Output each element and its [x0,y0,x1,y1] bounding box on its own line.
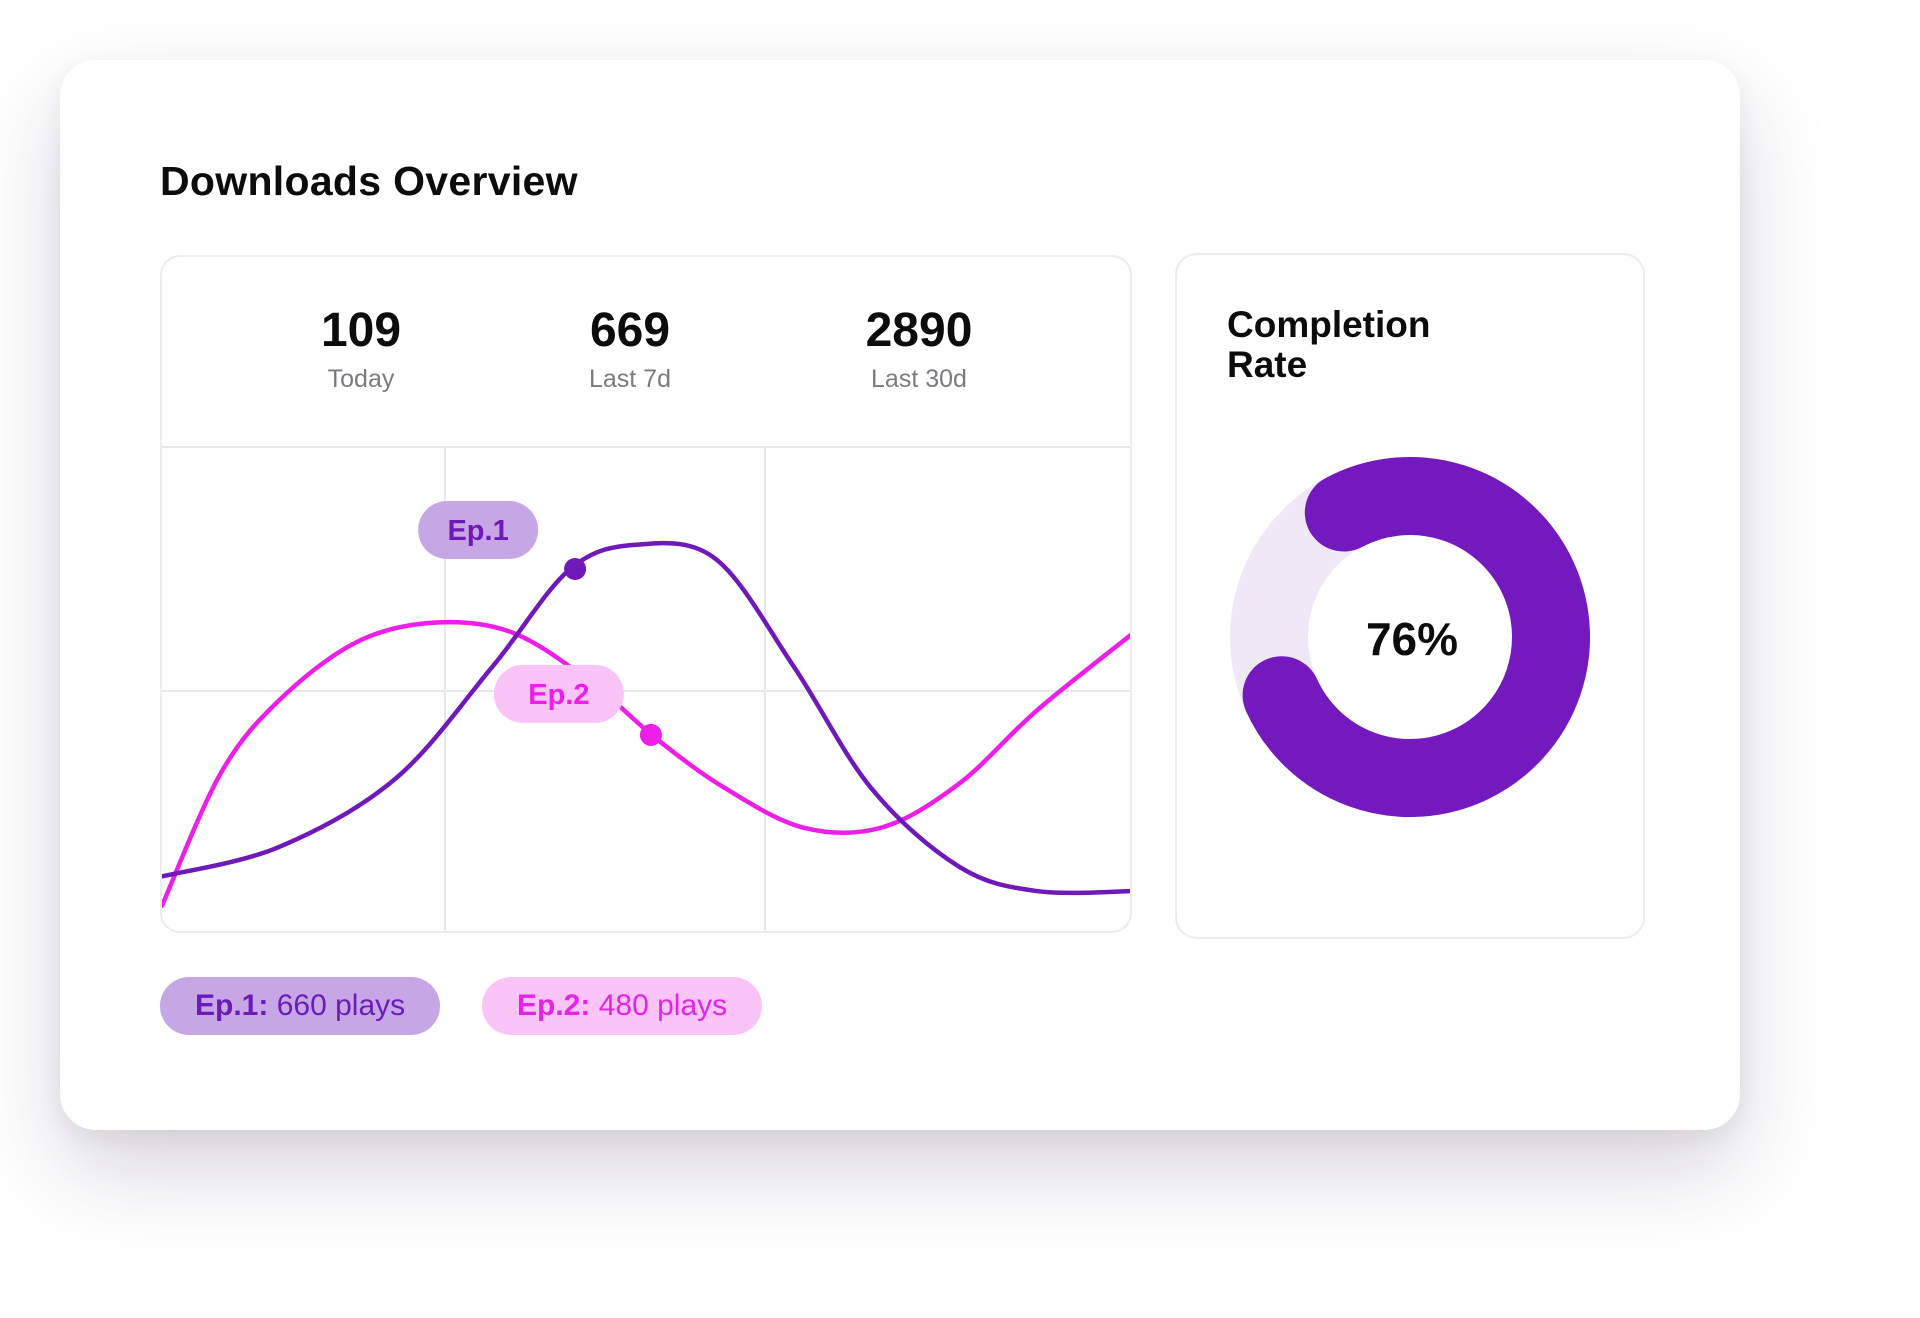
legend-ep1-name: Ep.1: [195,989,269,1022]
stat-today: 109 Today [251,307,471,394]
callout-ep2-label: Ep.2 [528,679,589,711]
legend-ep1-value: 660 plays [276,989,406,1022]
stat-last-30d-value: 2890 [865,304,973,357]
marker-ep2 [639,723,662,746]
series-line-ep1 [162,540,1130,896]
completion-title-line2: Rate [1227,344,1308,385]
marker-ep1 [564,558,587,580]
downloads-chart-panel: 109 Today 669 Last 7d 2890 Last 30d Ep.1… [160,255,1132,933]
callout-ep1-bg [418,501,539,559]
legend-ep1-pill: Ep.1: 660 plays [160,977,441,1035]
stat-last-7d: 669 Last 7d [520,307,740,394]
legend-ep2-pill: Ep.2: 480 plays [482,977,763,1035]
stat-last-7d-label: Last 7d [588,365,671,393]
page-title: Downloads Overview [160,158,578,204]
completion-rate-panel: Completion Rate 76% [1175,253,1645,939]
donut-progress-arc [1242,457,1590,817]
legend-ep2-value: 480 plays [598,989,728,1022]
stat-today-label: Today [327,365,395,393]
stat-last-30d: 2890 Last 30d [809,307,1029,394]
stat-last-7d-value: 669 [589,304,671,357]
callout-ep1-label: Ep.1 [447,515,508,547]
legend-ep2-name: Ep.2: [517,989,591,1022]
series-line-ep2 [162,619,1130,908]
completion-title-line1: Completion [1227,304,1431,345]
stat-last-30d-label: Last 30d [871,365,967,393]
line-chart: Ep.1 Ep.2 [162,446,1130,931]
stats-row: 109 Today 669 Last 7d 2890 Last 30d [162,257,1130,447]
completion-rate-value: 76% [1365,613,1459,665]
callout-ep2-bg [493,664,624,723]
stat-today-value: 109 [320,304,402,357]
completion-donut [1230,457,1590,817]
completion-rate-title: Completion Rate [1227,305,1430,385]
